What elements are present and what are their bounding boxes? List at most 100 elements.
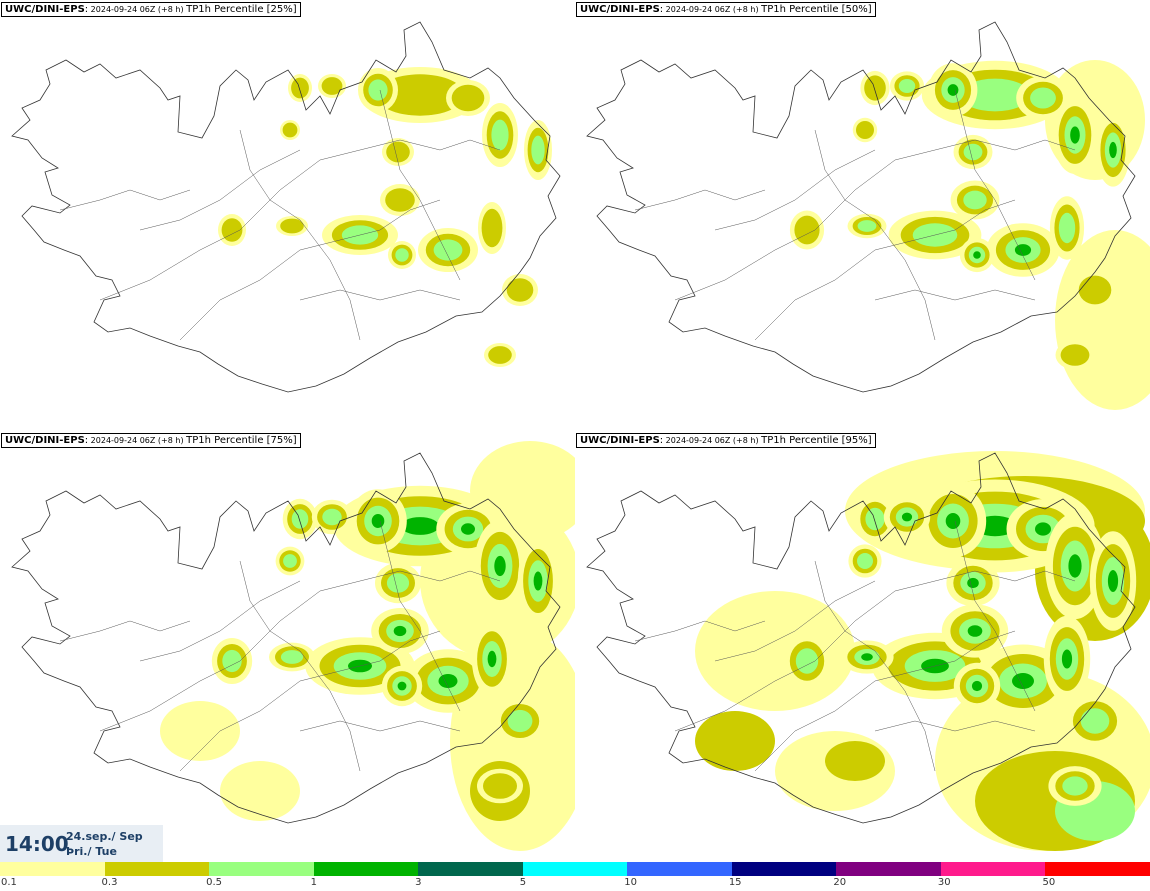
precip-contour xyxy=(794,215,820,245)
precip-contour xyxy=(1062,776,1088,796)
colorbar-tick-label: 0.5 xyxy=(206,877,222,888)
colorbar-segment xyxy=(627,862,732,876)
precipitation-colorbar xyxy=(0,862,1150,876)
map-panel: UWC/DINI-EPS: 2024-09-24 06Z (+8 h) TP1h… xyxy=(0,431,575,862)
valid-weekday: Þri./ Tue xyxy=(66,845,117,858)
precip-contour xyxy=(221,218,243,242)
precip-contour xyxy=(280,650,304,664)
model-run: 2024-09-24 06Z (+8 h) xyxy=(88,436,187,445)
precip-contour xyxy=(280,218,304,234)
panel-title: UWC/DINI-EPS: 2024-09-24 06Z (+8 h) TP1h… xyxy=(1,2,301,17)
boundary-line xyxy=(99,570,501,732)
colorbar-tick-label: 10 xyxy=(624,877,637,888)
boundary-line xyxy=(179,630,441,772)
precip-contour xyxy=(451,84,485,112)
precip-contour xyxy=(397,681,407,691)
precip-contour xyxy=(945,513,961,529)
boundary-line xyxy=(954,89,1036,281)
precip-contour xyxy=(401,517,439,535)
precip-contour xyxy=(963,190,987,210)
boundary-line xyxy=(634,189,766,211)
precip-contour xyxy=(967,577,979,589)
panel-title: UWC/DINI-EPS: 2024-09-24 06Z (+8 h) TP1h… xyxy=(1,433,301,448)
precip-contour xyxy=(487,650,497,668)
colorbar-segment xyxy=(940,862,1046,876)
precip-contour xyxy=(1061,649,1073,669)
precip-contour xyxy=(291,77,309,99)
coastline xyxy=(586,452,1136,824)
precip-area xyxy=(695,591,855,711)
boundary-line xyxy=(99,139,501,301)
colorbar-tick-label: 15 xyxy=(728,877,742,888)
colorbar-segment xyxy=(836,862,941,876)
precip-contour xyxy=(481,208,503,248)
colorbar-segment xyxy=(418,862,523,876)
product-name: TP1h Percentile [95%] xyxy=(761,435,872,446)
colorbar-tick-label: 20 xyxy=(833,877,847,888)
colorbar-tick-label: 5 xyxy=(519,877,527,888)
coastline xyxy=(11,452,561,824)
product-name: TP1h Percentile [75%] xyxy=(186,435,297,446)
colorbar-tick-label: 50 xyxy=(1042,877,1056,888)
boundary-line xyxy=(814,129,936,341)
precip-contour xyxy=(947,84,959,96)
precip-contour xyxy=(973,251,981,259)
model-run: 2024-09-24 06Z (+8 h) xyxy=(663,5,762,14)
coastline xyxy=(586,21,1136,393)
colorbar-tick-label: 3 xyxy=(415,877,422,888)
precip-contour xyxy=(865,507,885,531)
precip-contour xyxy=(959,78,1031,112)
boundary-line xyxy=(59,620,191,642)
model-run: 2024-09-24 06Z (+8 h) xyxy=(663,436,762,445)
precip-contour xyxy=(222,649,242,673)
boundary-line xyxy=(179,199,441,341)
boundary-line xyxy=(874,720,1036,732)
boundary-line xyxy=(139,149,301,231)
precip-contour xyxy=(898,79,916,93)
colorbar-tick-label: 1 xyxy=(310,877,317,888)
precip-contour xyxy=(375,74,465,116)
colorbar-segment xyxy=(104,862,210,876)
precip-area xyxy=(825,741,885,781)
precip-contour xyxy=(283,554,297,568)
precip-contour xyxy=(371,514,385,528)
precip-contour xyxy=(322,508,342,526)
colorbar-tick-label: 0.1 xyxy=(1,877,17,888)
precip-contour xyxy=(1012,673,1034,689)
precip-contour xyxy=(461,523,475,535)
precipitation-map xyxy=(11,441,575,851)
precip-contour xyxy=(1078,275,1112,305)
product-name: TP1h Percentile [25%] xyxy=(186,4,297,15)
colorbar-segment xyxy=(1045,862,1150,876)
colorbar-tick-label: 30 xyxy=(937,877,951,888)
valid-time: 14:00 xyxy=(5,832,69,856)
precip-contour xyxy=(494,555,506,577)
boundary-line xyxy=(874,289,1036,301)
precip-contour xyxy=(1035,522,1051,536)
precip-contour xyxy=(856,121,874,139)
precip-contour xyxy=(393,625,407,637)
precipitation-map xyxy=(586,451,1150,851)
precip-contour xyxy=(857,220,877,232)
precip-contour xyxy=(395,248,409,262)
colorbar-segment xyxy=(209,862,314,876)
precip-contour xyxy=(861,653,873,661)
precip-contour xyxy=(386,573,410,593)
boundary-line xyxy=(239,129,361,341)
precip-contour xyxy=(901,512,913,522)
precip-contour xyxy=(488,346,512,364)
boundary-line xyxy=(379,520,461,712)
precip-contour xyxy=(1060,344,1090,366)
boundary-line xyxy=(754,630,1016,772)
precip-contour xyxy=(386,141,410,163)
precip-contour xyxy=(1030,87,1056,109)
precip-contour xyxy=(857,553,873,569)
boundary-line xyxy=(379,89,461,281)
precip-contour xyxy=(1109,141,1117,159)
map-panel: UWC/DINI-EPS: 2024-09-24 06Z (+8 h) TP1h… xyxy=(575,431,1150,862)
colorbar-segment xyxy=(0,862,105,876)
model-source: UWC/DINI-EPS xyxy=(5,4,85,15)
boundary-line xyxy=(139,580,301,662)
panel-title: UWC/DINI-EPS: 2024-09-24 06Z (+8 h) TP1h… xyxy=(576,2,876,17)
boundary-line xyxy=(754,199,1016,341)
